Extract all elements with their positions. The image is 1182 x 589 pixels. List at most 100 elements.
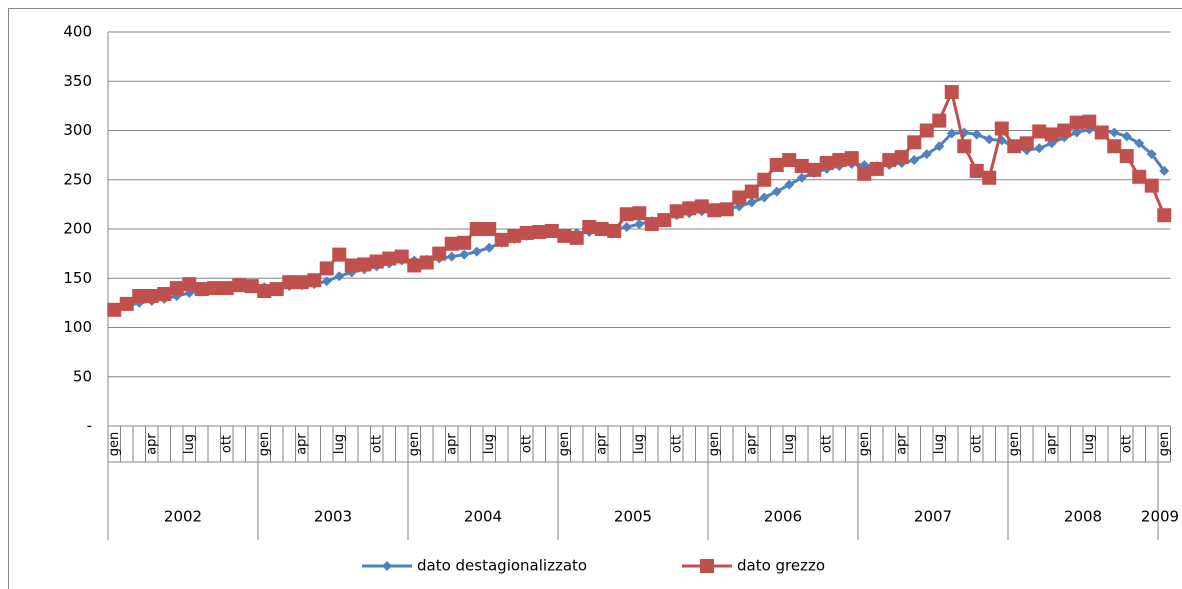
x-tick-label: apr (894, 433, 909, 455)
marker (1044, 127, 1059, 142)
year-label: 2008 (1064, 508, 1102, 526)
marker (907, 135, 922, 150)
legend-label: dato grezzo (737, 557, 825, 575)
marker (446, 251, 457, 262)
marker (719, 202, 734, 217)
marker (169, 281, 184, 296)
marker (1119, 149, 1134, 164)
marker (1132, 169, 1147, 184)
marker (444, 236, 459, 251)
marker (144, 288, 159, 303)
marker (1107, 139, 1122, 154)
marker (619, 207, 634, 222)
marker (1159, 165, 1170, 176)
marker (982, 170, 997, 185)
x-tick-label: lug (482, 434, 497, 454)
year-label: 2003 (314, 508, 352, 526)
y-tick-label: - (87, 417, 92, 435)
marker (832, 153, 847, 168)
marker (632, 206, 647, 221)
marker (119, 296, 134, 311)
marker (694, 199, 709, 214)
year-label: 2007 (914, 508, 952, 526)
x-tick-label: ott (219, 435, 234, 453)
marker (700, 559, 714, 573)
year-label: 2005 (614, 508, 652, 526)
marker (921, 149, 932, 160)
marker (459, 249, 470, 260)
x-tick-label: lug (632, 434, 647, 454)
marker (784, 179, 795, 190)
year-label: 2004 (464, 508, 502, 526)
y-tick-label: 400 (63, 23, 92, 41)
marker (919, 123, 934, 138)
marker (157, 287, 172, 302)
marker (1071, 127, 1082, 138)
marker (757, 172, 772, 187)
marker (332, 247, 347, 262)
marker (669, 204, 684, 219)
marker (544, 223, 559, 238)
marker (644, 217, 659, 232)
marker (944, 85, 959, 100)
marker (909, 155, 920, 166)
x-tick-label: ott (369, 435, 384, 453)
marker (1134, 138, 1145, 149)
marker (382, 251, 397, 266)
marker (682, 201, 697, 216)
marker (469, 222, 484, 236)
marker (419, 255, 434, 270)
year-label: 2002 (164, 508, 202, 526)
marker (344, 258, 359, 273)
x-tick-label: apr (294, 433, 309, 455)
x-tick-label: gen (1157, 432, 1172, 457)
x-tick-label: ott (1119, 435, 1134, 453)
marker (182, 277, 197, 292)
marker (869, 161, 884, 176)
marker (282, 275, 297, 290)
marker (657, 213, 672, 228)
marker (796, 172, 807, 183)
x-tick-label: lug (182, 434, 197, 454)
legend-label: dato destagionalizzato (417, 557, 587, 575)
marker (484, 242, 495, 253)
marker (357, 257, 372, 272)
marker (857, 166, 872, 181)
marker (471, 246, 482, 257)
x-tick-label: gen (557, 432, 572, 457)
x-tick-label: gen (107, 432, 122, 457)
marker (382, 561, 392, 571)
marker (194, 282, 209, 297)
marker (984, 134, 995, 145)
marker (1121, 131, 1132, 142)
marker (932, 113, 947, 128)
x-tick-label: apr (444, 433, 459, 455)
x-tick-label: lug (1082, 434, 1097, 454)
marker (319, 261, 334, 276)
marker (269, 282, 284, 297)
marker (1109, 127, 1120, 138)
marker (232, 278, 247, 293)
marker (594, 222, 609, 236)
marker (321, 276, 332, 287)
marker (1032, 124, 1047, 139)
marker (532, 224, 547, 239)
x-tick-label: ott (519, 435, 534, 453)
marker (307, 273, 322, 288)
frame (8, 8, 1182, 589)
marker (771, 186, 782, 197)
marker (934, 141, 945, 152)
marker (369, 254, 384, 269)
marker (1144, 178, 1159, 193)
marker (334, 271, 345, 282)
marker (621, 222, 632, 233)
marker (794, 158, 809, 173)
marker (1069, 115, 1084, 130)
marker (1057, 123, 1072, 138)
x-tick-label: gen (857, 432, 872, 457)
marker (1094, 125, 1109, 140)
marker (844, 151, 859, 166)
y-tick-label: 50 (73, 367, 92, 385)
marker (557, 228, 572, 243)
marker (1034, 143, 1045, 154)
